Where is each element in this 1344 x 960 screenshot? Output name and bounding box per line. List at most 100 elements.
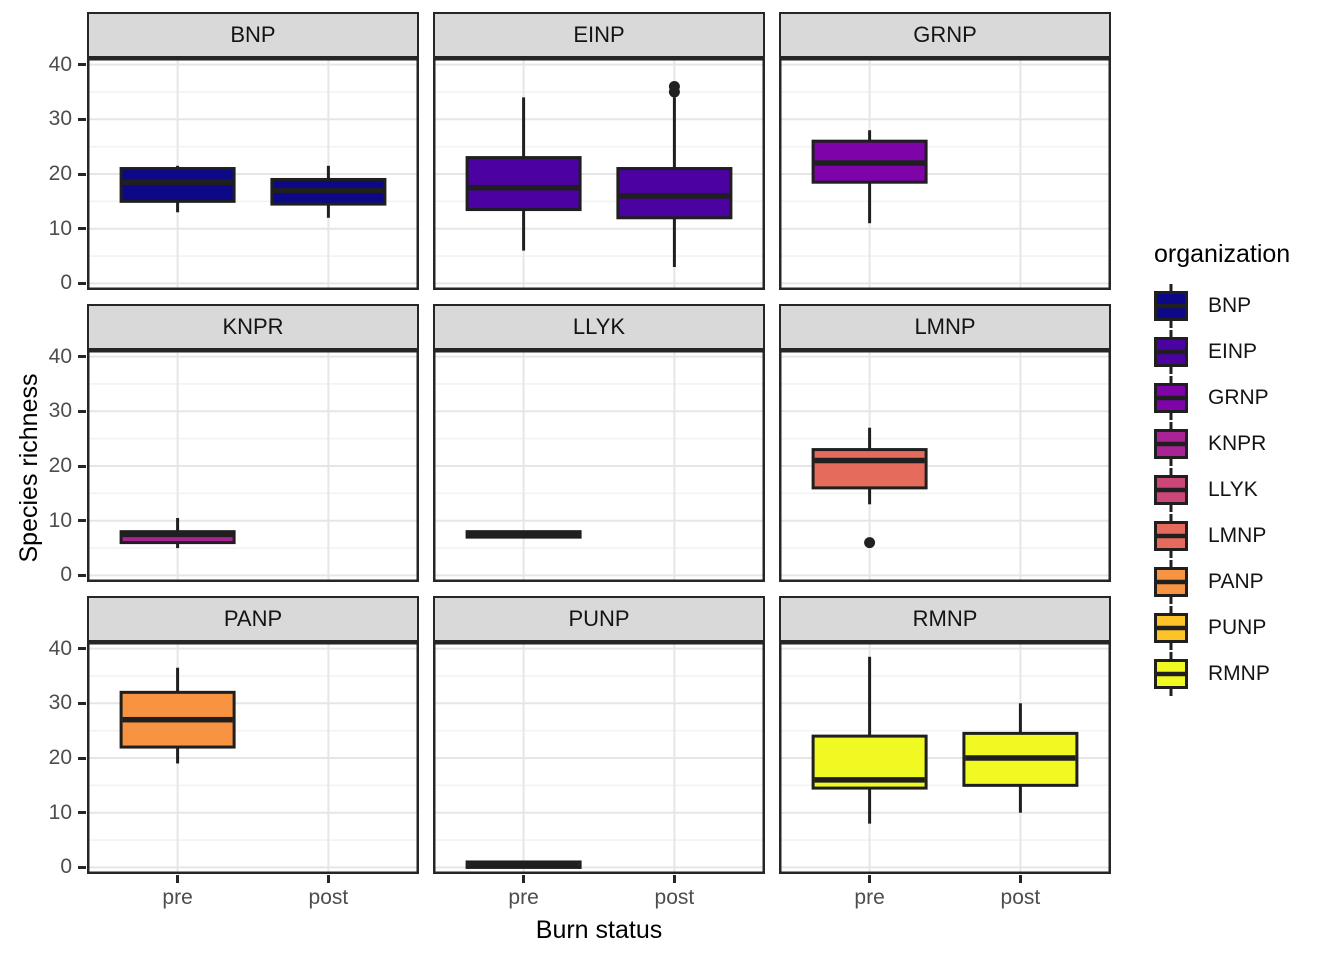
legend-entry-LLYK: LLYK: [1152, 467, 1342, 513]
median-line: [273, 187, 384, 194]
legend-entry-PANP: PANP: [1152, 559, 1342, 605]
x-tick-mark: [672, 875, 676, 883]
x-tick-label-pre: pre: [854, 886, 885, 909]
outlier-point: [668, 80, 680, 92]
y-tick-mark: [78, 63, 86, 67]
legend-key-boxplot-icon: [1154, 514, 1188, 558]
facet-panel-PANP: [87, 642, 419, 874]
legend-entry-LMNP: LMNP: [1152, 513, 1342, 559]
legend-entry-RMNP: RMNP: [1152, 651, 1342, 697]
facet-panel-LMNP: [779, 350, 1111, 582]
facet-panel-GRNP: [779, 58, 1111, 290]
y-tick-label: 10: [48, 800, 72, 824]
y-tick-mark: [78, 865, 86, 869]
x-tick-mark: [176, 875, 180, 883]
y-tick-label: 10: [48, 508, 72, 532]
x-axis-title: Burn status: [535, 916, 663, 944]
facet-panel-PUNP: [433, 642, 765, 874]
y-tick-label: 0: [60, 271, 72, 295]
legend-entry-label: RMNP: [1208, 662, 1270, 685]
y-tick-label: 40: [48, 344, 72, 368]
facet-strip-label: LLYK: [572, 314, 626, 339]
panel-border: [87, 642, 419, 874]
legend-key-boxplot-icon: [1154, 560, 1188, 604]
x-tick-mark: [1018, 875, 1022, 883]
legend-key-boxplot-icon: [1154, 652, 1188, 696]
y-tick-mark: [78, 172, 86, 176]
panel-border: [433, 58, 765, 290]
legend-title: organization: [1154, 240, 1291, 268]
y-tick-mark: [78, 811, 86, 815]
facet-strip-label: KNPR: [222, 314, 284, 339]
facet-panel-plot: [87, 350, 419, 582]
panel-border: [433, 350, 765, 582]
y-tick-mark: [78, 573, 86, 577]
legend-entry-label: EINP: [1208, 340, 1258, 363]
legend-entry-label: BNP: [1208, 294, 1252, 317]
legend-key-boxplot-icon: [1154, 330, 1188, 374]
median-line: [468, 531, 579, 538]
legend-entry-label: LMNP: [1208, 524, 1267, 547]
facet-panel-plot: [779, 350, 1111, 582]
facet-panel-plot: [433, 58, 765, 290]
facet-panel-plot: [779, 58, 1111, 290]
x-tick-label-pre: pre: [162, 886, 193, 909]
median-line: [814, 160, 925, 166]
legend-entry-label: GRNP: [1208, 386, 1269, 409]
y-tick-label: 10: [48, 216, 72, 240]
panel-border: [779, 642, 1111, 874]
y-tick-mark: [78, 227, 86, 231]
y-tick-label: 0: [60, 563, 72, 587]
facet-panel-RMNP: [779, 642, 1111, 874]
legend-key-boxplot-icon: [1154, 284, 1188, 328]
y-tick-label: 30: [48, 691, 72, 715]
legend-key-boxplot-icon: [1154, 468, 1188, 512]
facet-strip-LMNP: LMNP: [779, 304, 1111, 350]
legend-entry-label: KNPR: [1208, 432, 1267, 455]
facet-strip-label: GRNP: [913, 22, 977, 47]
median-line: [814, 777, 925, 783]
median-line: [122, 716, 233, 723]
y-tick-mark: [78, 409, 86, 413]
facet-strip-KNPR: KNPR: [87, 304, 419, 350]
y-tick-mark: [78, 519, 86, 523]
legend-key-boxplot-icon: [1154, 606, 1188, 650]
y-tick-label: 40: [48, 636, 72, 660]
y-tick-label: 0: [60, 855, 72, 879]
median-line: [814, 457, 925, 464]
legend-entry-label: LLYK: [1208, 478, 1258, 501]
y-tick-mark: [78, 756, 86, 760]
facet-panel-plot: [433, 350, 765, 582]
facet-strip-label: RMNP: [912, 606, 978, 631]
x-tick-label-post: post: [1000, 886, 1041, 909]
facet-strip-GRNP: GRNP: [779, 12, 1111, 58]
facet-panel-KNPR: [87, 350, 419, 582]
facet-panel-plot: [433, 642, 765, 874]
outlier-point: [864, 537, 876, 549]
box: [811, 448, 928, 490]
facet-strip-PANP: PANP: [87, 596, 419, 642]
legend-entry-KNPR: KNPR: [1152, 421, 1342, 467]
y-tick-label: 20: [48, 454, 72, 477]
legend-entry-EINP: EINP: [1152, 329, 1342, 375]
legend-entries: BNP EINP GRNP KNPR LLYK LMNP PANP PUNP RMNP: [1152, 283, 1342, 697]
legend-entry-label: PUNP: [1208, 616, 1267, 639]
legend: organization BNP EINP GRNP KNPR LLYK LMNP PANP…: [1152, 240, 1342, 697]
median-line: [122, 531, 233, 538]
y-tick-mark: [78, 355, 86, 359]
facet-strip-label: PUNP: [568, 606, 630, 631]
facet-strip-label: LMNP: [914, 314, 976, 339]
facet-strip-EINP: EINP: [433, 12, 765, 58]
x-tick-mark: [868, 875, 872, 883]
facet-panel-EINP: [433, 58, 765, 290]
facet-strip-label: EINP: [573, 22, 625, 47]
legend-entry-PUNP: PUNP: [1152, 605, 1342, 651]
y-tick-label: 40: [48, 52, 72, 76]
facet-panel-plot: [779, 642, 1111, 874]
legend-key-boxplot-icon: [1154, 422, 1188, 466]
facet-panel-LLYK: [433, 350, 765, 582]
facet-strip-label: BNP: [230, 22, 276, 47]
x-tick-label-post: post: [654, 886, 695, 909]
y-tick-mark: [78, 281, 86, 285]
